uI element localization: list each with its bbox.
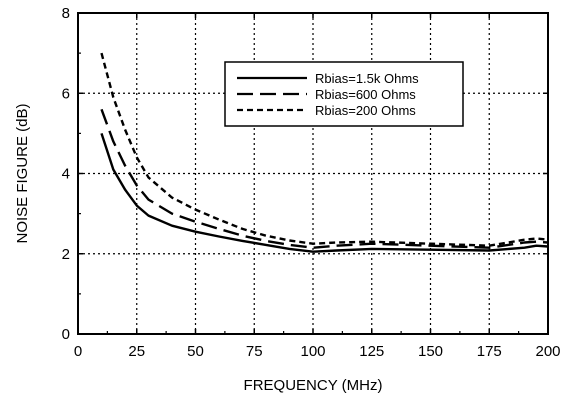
y-tick-labels: 0 2 4 6 8 — [62, 5, 70, 343]
x-tick-label: 0 — [74, 343, 82, 360]
x-tick-label: 50 — [187, 343, 204, 360]
x-tick-label: 100 — [300, 343, 325, 360]
legend-label-2: Rbias=600 Ohms — [315, 87, 416, 102]
y-tick-label: 4 — [62, 166, 70, 183]
x-tick-labels: 0 25 50 75 100 125 150 175 200 — [74, 343, 561, 360]
series-line-1 — [100, 133, 549, 253]
y-tick-label: 0 — [62, 326, 70, 343]
series-lines — [100, 52, 549, 253]
y-tick-label: 8 — [62, 5, 70, 22]
x-axis-label: FREQUENCY (MHz) — [244, 377, 383, 394]
y-axis-label: NOISE FIGURE (dB) — [14, 103, 31, 243]
x-tick-label: 25 — [128, 343, 145, 360]
x-tick-label: 75 — [246, 343, 263, 360]
y-tick-label: 6 — [62, 85, 70, 102]
series-line-3 — [100, 52, 549, 247]
x-tick-label: 175 — [477, 343, 502, 360]
axis-ticks — [77, 12, 549, 335]
legend-label-3: Rbias=200 Ohms — [315, 103, 416, 118]
x-tick-label: 200 — [535, 343, 560, 360]
series-line-2 — [100, 108, 549, 249]
x-tick-label: 150 — [418, 343, 443, 360]
legend-label-1: Rbias=1.5k Ohms — [315, 71, 419, 86]
grid-lines — [78, 13, 548, 334]
x-tick-label: 125 — [359, 343, 384, 360]
y-tick-label: 2 — [62, 246, 70, 263]
